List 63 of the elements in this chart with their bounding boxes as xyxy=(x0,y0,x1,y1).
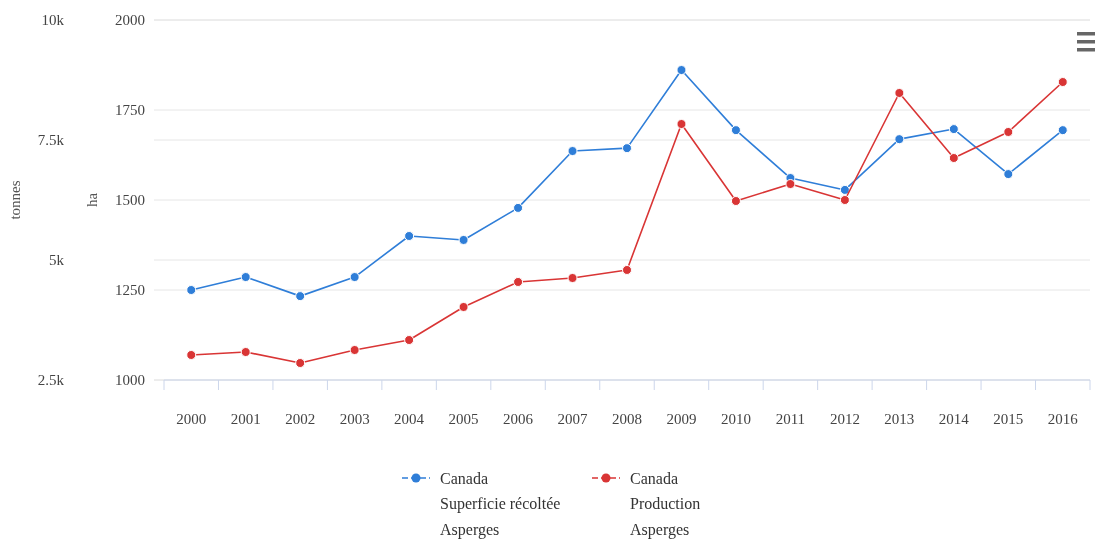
y-tick-label: 1250 xyxy=(115,282,145,299)
point xyxy=(730,196,741,207)
x-tick-label: 2014 xyxy=(938,411,970,427)
point xyxy=(785,179,796,190)
point xyxy=(186,349,197,360)
x-tick-label: 2000 xyxy=(176,411,207,427)
point xyxy=(1003,126,1014,137)
x-tick-label: 2006 xyxy=(503,411,534,427)
point xyxy=(458,301,469,312)
point xyxy=(894,134,905,145)
point xyxy=(1057,77,1068,88)
x-tick-label: 2001 xyxy=(230,411,261,427)
x-tick-label: 2012 xyxy=(829,411,860,427)
y-tick-label: 1750 xyxy=(115,102,145,119)
point xyxy=(948,153,959,163)
x-tick-label: 2004 xyxy=(394,411,425,427)
legend-label: Canada Superficie récoltée Asperges xyxy=(440,469,561,539)
y-tick-label: 1000 xyxy=(115,372,145,389)
point xyxy=(839,184,850,195)
point xyxy=(404,335,415,346)
y-tick-label: 2000 xyxy=(115,12,145,29)
point xyxy=(676,119,687,130)
x-tick-label: 2002 xyxy=(285,411,316,427)
x-tick-label: 2015 xyxy=(993,411,1024,427)
x-tick-label: 2016 xyxy=(1047,411,1079,427)
point xyxy=(186,285,197,295)
point xyxy=(622,143,632,154)
x-tick-label: 2013 xyxy=(884,411,915,427)
x-tick-label: 2011 xyxy=(775,411,806,427)
x-tick-label: 2010 xyxy=(720,411,751,427)
point xyxy=(839,195,850,205)
point xyxy=(948,124,959,135)
x-tick-label: 2008 xyxy=(612,411,642,427)
point xyxy=(513,202,524,213)
point xyxy=(1057,125,1068,136)
point xyxy=(622,264,632,275)
x-tick-label: 2009 xyxy=(666,411,697,427)
point xyxy=(894,88,905,99)
point xyxy=(295,358,306,369)
point xyxy=(295,291,306,302)
point xyxy=(349,272,360,283)
x-tick-label: 2007 xyxy=(557,411,589,427)
point xyxy=(567,273,578,283)
y2-axis-title: tonnes xyxy=(7,180,23,220)
y-tick-label: 1500 xyxy=(115,192,145,209)
y2-tick-label: 2.5k xyxy=(37,372,65,389)
point xyxy=(458,234,469,245)
point xyxy=(404,231,415,241)
point xyxy=(730,125,741,136)
point xyxy=(567,146,578,157)
y2-tick-label: 5k xyxy=(49,252,65,269)
point xyxy=(1003,169,1014,180)
point xyxy=(240,347,251,358)
x-tick-label: 2005 xyxy=(448,411,479,427)
y-axis-title: ha xyxy=(84,192,100,208)
point xyxy=(676,65,687,76)
x-tick-label: 2003 xyxy=(339,411,370,427)
point xyxy=(349,345,360,355)
point xyxy=(240,272,251,283)
y2-tick-label: 7.5k xyxy=(37,132,65,149)
y2-tick-label: 10k xyxy=(41,12,65,29)
legend-label: Canada Production Asperges xyxy=(630,469,701,539)
point xyxy=(513,276,524,287)
